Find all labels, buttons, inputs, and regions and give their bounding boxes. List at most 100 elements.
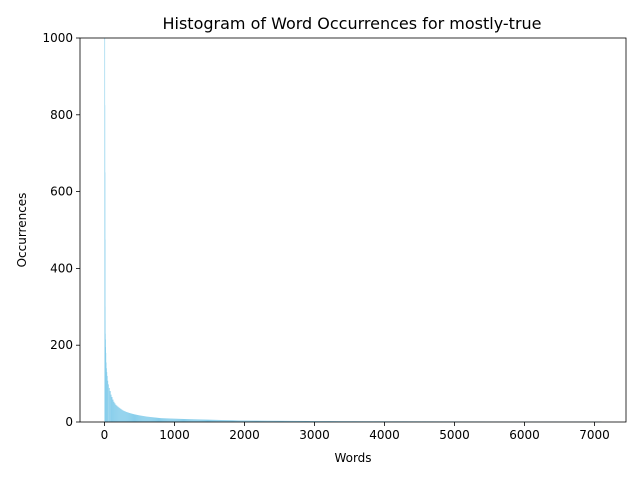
histogram-bar <box>176 419 177 422</box>
histogram-bar <box>164 418 165 422</box>
x-tick-label: 7000 <box>579 428 610 442</box>
histogram-bar <box>149 417 150 422</box>
histogram-bar <box>173 419 174 422</box>
x-tick-label: 0 <box>101 428 109 442</box>
y-axis-label: Occurrences <box>15 193 29 268</box>
histogram-bar <box>181 419 182 422</box>
histogram-bar <box>151 417 152 422</box>
histogram-bar <box>129 413 130 422</box>
x-tick-label: 3000 <box>299 428 330 442</box>
histogram-bar <box>148 417 149 422</box>
histogram-bar <box>180 419 181 422</box>
x-tick-label: 5000 <box>439 428 470 442</box>
y-tick-label: 200 <box>50 338 73 352</box>
histogram-bar <box>108 384 109 422</box>
histogram-bar <box>109 388 110 422</box>
histogram-bar <box>190 419 191 422</box>
histogram-bar <box>193 419 194 422</box>
histogram-bar <box>177 419 178 422</box>
histogram-bar <box>130 413 131 422</box>
histogram-bar <box>150 417 151 422</box>
y-tick-label: 600 <box>50 185 73 199</box>
histogram-bar <box>123 411 124 422</box>
histogram-bar <box>195 419 196 422</box>
histogram-bar <box>111 397 112 422</box>
histogram-bar <box>189 419 190 422</box>
histogram-bar <box>178 419 179 422</box>
histogram-bar <box>117 407 118 422</box>
histogram-bar <box>160 418 161 422</box>
histogram-bar <box>158 418 159 422</box>
histogram-bar <box>145 416 146 422</box>
histogram-bar <box>191 419 192 422</box>
histogram-bar <box>127 412 128 422</box>
histogram-bar <box>170 419 171 422</box>
histogram-bar <box>185 419 186 422</box>
histogram-bar <box>141 416 142 422</box>
histogram-bar <box>182 419 183 422</box>
histogram-bar <box>163 418 164 422</box>
histogram-bar <box>135 415 136 422</box>
histogram-bar <box>116 406 117 422</box>
histogram-bar <box>188 419 189 422</box>
histogram-bar <box>152 417 153 422</box>
histogram-bar <box>126 412 127 422</box>
histogram-bar <box>114 403 115 422</box>
y-tick-label: 1000 <box>42 31 73 45</box>
histogram-bar <box>147 417 148 422</box>
histogram-bar <box>137 415 138 422</box>
histogram-bar <box>125 412 126 422</box>
histogram-bar <box>157 418 158 422</box>
histogram-bar <box>132 414 133 422</box>
histogram-bar <box>187 419 188 422</box>
histogram-bar <box>156 418 157 422</box>
histogram-bar <box>115 405 116 422</box>
histogram-bar <box>121 410 122 422</box>
histogram-bar <box>144 416 145 422</box>
histogram-bar <box>174 419 175 422</box>
histogram-bar <box>183 419 184 422</box>
histogram-bar <box>118 407 119 422</box>
histogram-bar <box>169 418 170 422</box>
histogram-bar <box>110 391 111 422</box>
x-tick-label: 1000 <box>159 428 190 442</box>
histogram-bar <box>175 419 176 422</box>
histogram-bar <box>159 418 160 422</box>
histogram-bar <box>166 418 167 422</box>
bars-layer <box>104 38 601 422</box>
histogram-bar <box>155 418 156 422</box>
histogram-bar <box>128 413 129 422</box>
histogram-bar <box>159 418 160 422</box>
histogram-bar <box>167 418 168 422</box>
histogram-bar <box>139 415 140 422</box>
histogram-bar <box>179 419 180 422</box>
histogram-bar <box>131 414 132 422</box>
x-tick-label: 4000 <box>369 428 400 442</box>
histogram-bar <box>140 416 141 422</box>
histogram-bar <box>153 417 154 422</box>
histogram-bar <box>165 418 166 422</box>
histogram-bar <box>162 418 163 422</box>
histogram-bar <box>168 418 169 422</box>
histogram-bar <box>184 419 185 422</box>
y-tick-label: 400 <box>50 261 73 275</box>
histogram-bar <box>136 415 137 422</box>
y-tick-label: 0 <box>65 415 73 429</box>
histogram-bar <box>138 415 139 422</box>
histogram-bar <box>120 409 121 422</box>
histogram-bar <box>142 416 143 422</box>
x-axis-label: Words <box>334 451 371 465</box>
axes-layer <box>80 38 626 422</box>
histogram-bar <box>196 419 197 422</box>
histogram-bar <box>122 410 123 422</box>
plot-frame <box>80 38 626 422</box>
histogram-bar <box>119 408 120 422</box>
histogram-bar <box>111 395 112 422</box>
histogram-bar <box>146 417 147 422</box>
x-tick-label: 2000 <box>229 428 260 442</box>
histogram-bar <box>108 381 109 422</box>
histogram-bar <box>143 416 144 422</box>
histogram-bar <box>124 411 125 422</box>
